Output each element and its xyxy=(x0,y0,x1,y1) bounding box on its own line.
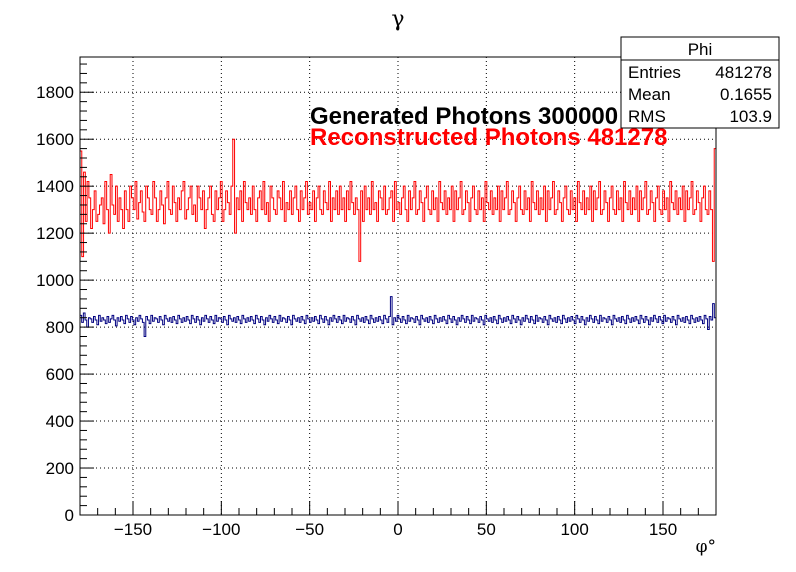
y-tick-label: 400 xyxy=(46,412,74,431)
stats-label-rms: RMS xyxy=(628,107,666,126)
x-tick-label: 100 xyxy=(560,520,588,539)
x-tick-label: −100 xyxy=(202,520,240,539)
grid-lines xyxy=(80,57,716,515)
annotation-generated: Generated Photons 300000 xyxy=(310,103,618,130)
stats-value-rms: 103.9 xyxy=(729,107,772,126)
stats-label-entries: Entries xyxy=(628,63,681,82)
x-tick-label: 150 xyxy=(649,520,677,539)
y-tick-label: 600 xyxy=(46,365,74,384)
y-tick-label: 0 xyxy=(65,506,74,525)
x-tick-label: −50 xyxy=(295,520,324,539)
x-axis-title: φ° xyxy=(696,537,716,557)
stats-value-mean: 0.1655 xyxy=(720,85,772,104)
y-tick-label: 1200 xyxy=(36,224,74,243)
stats-label-mean: Mean xyxy=(628,85,671,104)
y-tick-label: 1600 xyxy=(36,130,74,149)
series-reconstructed-histogram xyxy=(80,138,716,262)
y-tick-label: 1800 xyxy=(36,83,74,102)
axes: −150 −100 −50 0 50 100 150 0 200 400 600 800 1000 120… xyxy=(36,63,717,539)
y-tick-label: 200 xyxy=(46,459,74,478)
stats-box-frame xyxy=(620,36,780,129)
series-layer xyxy=(80,138,716,337)
y-tick-label: 1000 xyxy=(36,271,74,290)
stats-title: Phi xyxy=(688,40,713,59)
stats-value-entries: 481278 xyxy=(715,63,772,82)
stats-box: Phi Entries 481278 Mean 0.1655 RMS 103.9 xyxy=(620,36,780,129)
series-generated-histogram xyxy=(80,296,716,337)
x-tick-label: 0 xyxy=(393,520,402,539)
x-tick-label: −150 xyxy=(114,520,152,539)
y-tick-label: 1400 xyxy=(36,177,74,196)
y-tick-label: 800 xyxy=(46,318,74,337)
annotation-reconstructed: Reconstructed Photons 481278 xyxy=(310,124,667,151)
x-tick-label: 50 xyxy=(477,520,496,539)
chart-title: γ xyxy=(391,7,404,32)
